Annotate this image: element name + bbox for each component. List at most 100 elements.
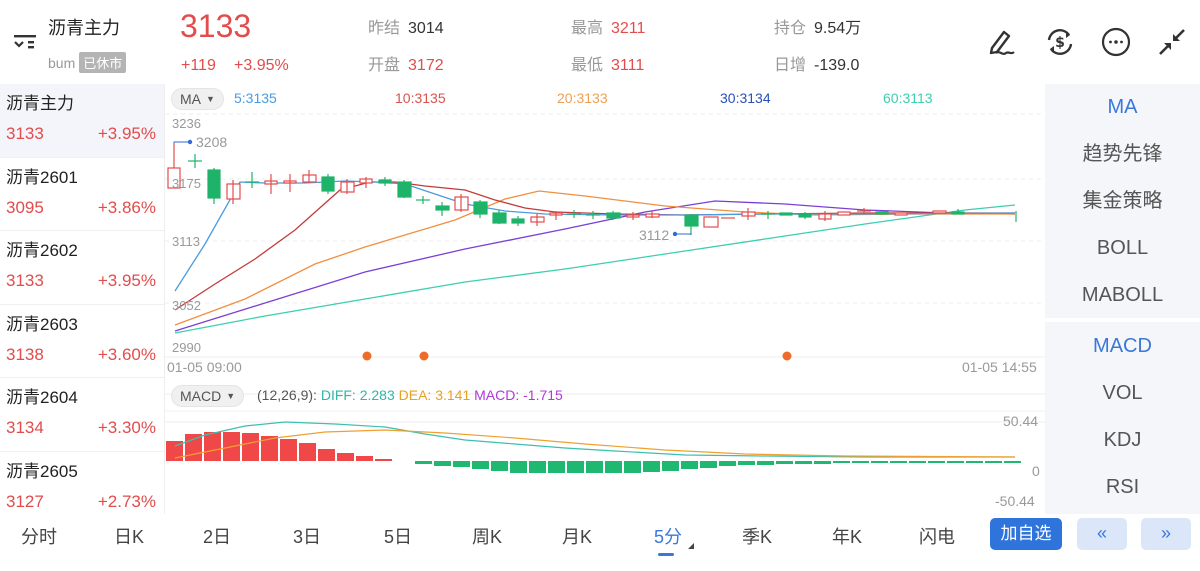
contract-item-price: 3095 [6,197,44,217]
pen-sign-icon[interactable] [986,26,1018,58]
quote-header: 沥青主力 bum 已休市 3133 +119 +3.95% 昨结 3014 开盘 3… [0,0,1200,84]
tab-2day[interactable]: 2日 [203,527,232,547]
macd-indicator-selector[interactable]: MACD ▼ [171,385,245,407]
y-axis-label: 3236 [172,116,201,131]
tab-5day[interactable]: 5日 [384,527,413,547]
period-tab-bar: 分时 日K 2日 3日 5日 周K 月K 5分 季K 年K 闪电 加自选 « » [0,514,1200,571]
indicator-maboll[interactable]: MABOLL [1081,284,1164,306]
contract-item-price: 3133 [6,124,44,143]
next-button[interactable]: » [1141,518,1191,550]
stat-label: 开盘 [368,57,401,74]
y-axis-label: 2990 [172,340,201,355]
tab-5min[interactable]: 5分 [654,523,695,556]
tab-intraday[interactable]: 分时 [21,527,57,547]
price-change-pct: +3.95% [234,57,289,74]
stat-value: 3172 [408,57,444,74]
low-price-marker: 3112 [639,227,670,243]
tab-5min-label: 5分 [654,527,683,547]
indicator-ma[interactable]: MA [1107,96,1138,118]
ma-indicator-selector[interactable]: MA ▼ [171,88,224,110]
prev-button[interactable]: « [1077,518,1127,550]
stat-open: 开盘 3172 [368,51,444,75]
macd-y-zero: 0 [1032,463,1040,479]
main-indicator-list: MA 趋势先锋 集金策略 BOLL MABOLL [1045,84,1200,319]
contract-list: 沥青主力 3133 +3.95% 沥青2601 3095 +3.86% 沥青2602… [0,84,165,514]
tab-lightning[interactable]: 闪电 [919,527,955,547]
ma20-label: 20:3133 [557,90,608,106]
chevrons-right-icon: » [1160,523,1171,543]
chevrons-left-icon: « [1096,523,1107,543]
indicator-rsi[interactable]: RSI [1105,476,1140,498]
contract-list-toggle-icon[interactable] [12,30,38,54]
ma30-label: 30:3134 [720,90,771,106]
contract-item-pct: +2.73% [97,491,156,511]
stat-value: 9.54万 [814,20,862,37]
contract-item-pct: +3.95% [97,271,156,290]
macd-dea: DEA: 3.141 [398,387,471,403]
tab-quarterly-k[interactable]: 季K [742,527,773,547]
y-axis-label: 3052 [172,298,201,313]
stat-label: 日增 [774,57,807,74]
contract-item-name: 沥青2603 [6,314,78,334]
contract-list-item[interactable]: 沥青2605 3127 +2.73% [0,452,164,515]
contract-list-item[interactable]: 沥青2602 3133 +3.95% [0,231,164,305]
contract-item-name: 沥青2604 [6,388,78,407]
stat-value: 3014 [408,20,444,37]
ma60-label: 60:3113 [883,90,933,106]
contract-list-item[interactable]: 沥青主力 3133 +3.95% [0,84,164,158]
contract-item-name: 沥青主力 [6,94,74,113]
indicator-vol[interactable]: VOL [1102,382,1143,404]
contract-item-price: 3138 [6,344,44,364]
macd-params: (12,26,9): [257,387,317,403]
contract-item-price: 3127 [6,491,44,511]
stat-prev-settle: 昨结 3014 [368,14,444,38]
indicator-boll[interactable]: BOLL [1096,237,1149,259]
macd-diff: DIFF: 2.283 [320,387,395,403]
macd-macd: MACD: -1.715 [474,387,563,403]
kline-chart-area[interactable]: MA ▼ 5:3135 10:3135 20:3133 30:3134 60:31… [165,84,1045,514]
macd-y-min: -50.44 [995,493,1035,509]
stat-low: 最低 3111 [571,51,644,75]
contract-item-price: 3133 [6,271,44,290]
last-price: 3133 [180,8,252,44]
price-change: +119 [181,57,216,74]
contract-list-item[interactable]: 沥青2601 3095 +3.86% [0,158,164,231]
tab-daily-k[interactable]: 日K [114,527,145,547]
contract-list-item[interactable]: 沥青2603 3138 +3.60% [0,305,164,378]
stat-daily-change: 日增 -139.0 [774,51,859,75]
kline-plot [165,113,1045,473]
tab-weekly-k[interactable]: 周K [472,527,503,547]
stat-high: 最高 3211 [571,14,645,38]
y-axis-label: 3113 [172,234,200,249]
tab-3day[interactable]: 3日 [293,527,322,547]
contract-item-price: 3134 [6,418,44,437]
currency-exchange-icon[interactable]: $ [1044,26,1076,58]
active-tab-underline [658,553,674,556]
indicator-trend-pioneer[interactable]: 趋势先锋 [1082,143,1163,165]
stat-value: -139.0 [814,57,860,74]
indicator-panel: MA 趋势先锋 集金策略 BOLL MABOLL MACD VOL KDJ RS… [1045,84,1200,514]
svg-text:$: $ [1055,35,1065,51]
chevron-down-icon: ▼ [226,391,236,401]
indicator-gold-strategy[interactable]: 集金策略 [1082,190,1163,212]
collapse-icon[interactable] [1156,26,1188,58]
tab-yearly-k[interactable]: 年K [832,527,863,547]
tab-monthly-k[interactable]: 月K [562,527,593,547]
ma5-label: 5:3135 [234,90,277,106]
contract-name: 沥青主力 [48,18,120,38]
ma10-label: 10:3135 [395,90,446,106]
indicator-kdj[interactable]: KDJ [1103,429,1142,451]
contract-list-item[interactable]: 沥青2604 3134 +3.30% [0,378,164,452]
contract-code: bum [48,54,76,71]
macd-values: (12,26,9): DIFF: 2.283 DEA: 3.141 MACD: … [257,387,563,403]
contract-item-pct: +3.95% [97,124,156,143]
y-axis-label: 3175 [172,176,201,191]
indicator-macd[interactable]: MACD [1093,335,1152,357]
market-status-badge: 已休市 [79,52,127,73]
stat-open-interest: 持仓 9.54万 [774,14,861,38]
more-options-icon[interactable] [1100,26,1132,58]
stat-label: 最低 [571,57,604,74]
add-to-watchlist-button[interactable]: 加自选 [990,518,1062,550]
contract-item-pct: +3.60% [97,344,156,364]
stat-label: 最高 [571,20,604,37]
